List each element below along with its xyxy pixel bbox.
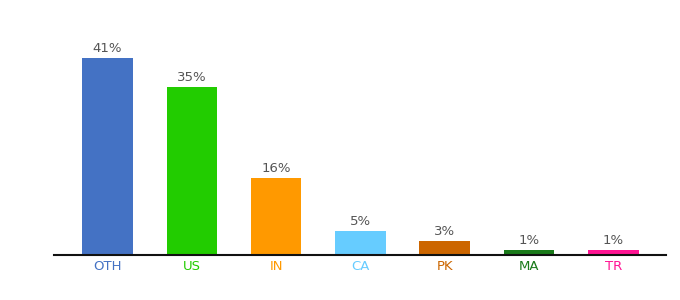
Bar (588, 250, 639, 255)
Text: 16%: 16% (261, 162, 291, 175)
Text: 5%: 5% (350, 215, 371, 228)
Text: 35%: 35% (177, 71, 207, 84)
Text: 41%: 41% (92, 42, 122, 55)
Bar (420, 241, 470, 255)
Text: 1%: 1% (602, 234, 624, 247)
Text: 3%: 3% (434, 225, 456, 238)
Bar (335, 231, 386, 255)
Bar (251, 178, 301, 255)
Bar (504, 250, 554, 255)
Text: 1%: 1% (518, 234, 539, 247)
Bar (167, 87, 217, 255)
Bar (82, 58, 133, 255)
